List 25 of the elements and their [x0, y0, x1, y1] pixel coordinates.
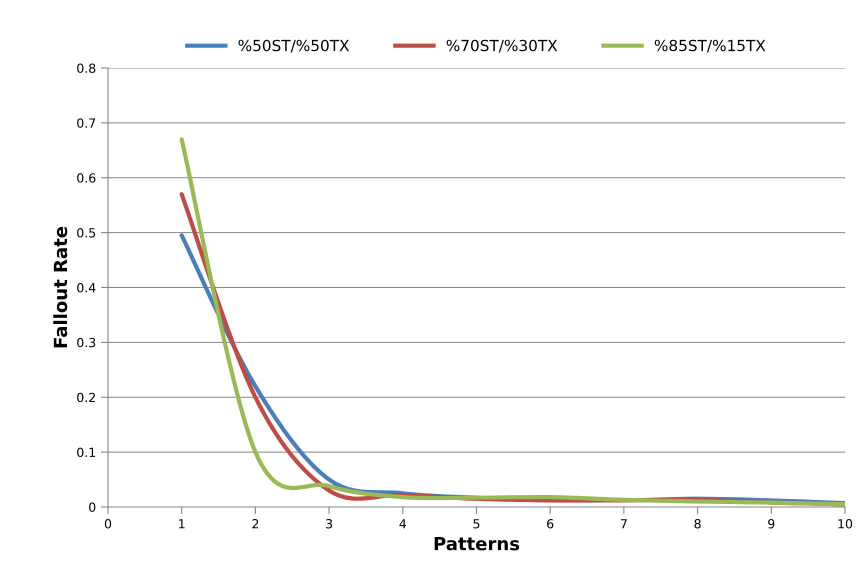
y-tick-label: 0.6	[77, 173, 96, 183]
y-tick-label: 0.3	[77, 338, 96, 348]
y-tick-label: 0.8	[77, 63, 96, 73]
y-tick-label: 0.4	[77, 282, 96, 292]
x-tick-label: 3	[326, 519, 332, 528]
x-tick-label: 2	[252, 519, 258, 528]
x-tick-label: 7	[620, 519, 627, 528]
y-tick-label: 0.2	[77, 392, 95, 402]
x-tick-label: 8	[694, 519, 701, 528]
legend-label: %50ST/%50TX	[238, 40, 350, 52]
x-tick-label: 10	[838, 519, 852, 528]
x-tick-label: 1	[179, 519, 185, 528]
x-axis-title: Patterns	[434, 537, 520, 550]
x-tick-label: 4	[399, 519, 406, 528]
x-tick-label: 0	[104, 519, 112, 528]
y-axis-title: Fallout Rate	[53, 226, 68, 348]
y-tick-label: 0.5	[77, 228, 96, 238]
x-tick-label: 5	[473, 519, 480, 528]
legend-label: %70ST/%30TX	[446, 40, 558, 52]
legend-label: %85ST/%15TX	[654, 40, 766, 52]
y-tick-label: 0.7	[77, 118, 96, 128]
x-tick-label: 9	[768, 519, 774, 528]
x-tick-label: 6	[547, 519, 554, 528]
y-tick-label: 0.1	[77, 448, 96, 458]
y-tick-label: 0	[89, 502, 96, 512]
